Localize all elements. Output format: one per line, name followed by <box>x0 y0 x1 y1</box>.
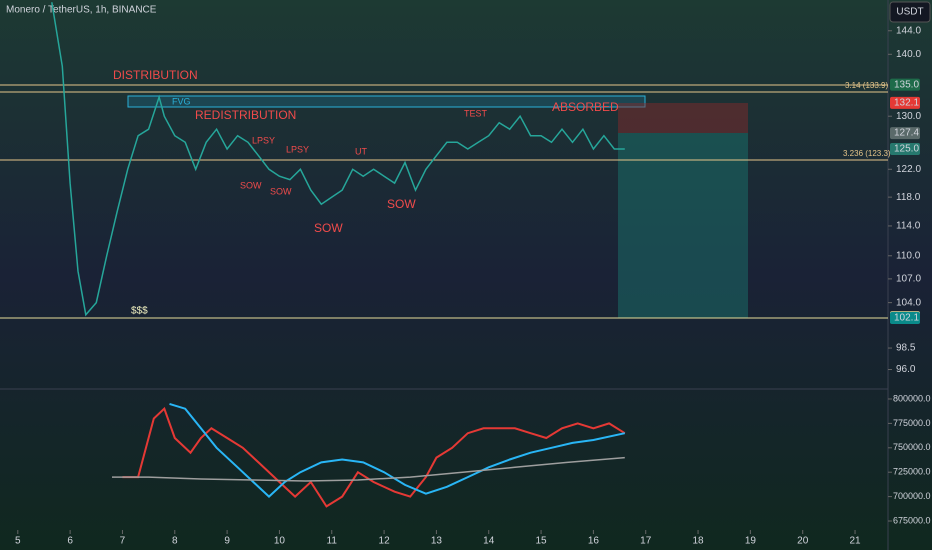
target-zone <box>618 133 748 318</box>
annotation: SOW <box>314 221 343 235</box>
x-tick-label: 5 <box>15 536 21 547</box>
y-tick-label: 98.5 <box>896 343 916 354</box>
x-tick-label: 18 <box>692 536 704 547</box>
symbol-title: Monero / TetherUS, 1h, BINANCE <box>6 5 157 16</box>
y-tick-label: 800000.0 <box>893 393 931 403</box>
x-tick-label: 13 <box>431 536 443 547</box>
y-tick-label: 130.0 <box>896 111 921 122</box>
y-tick-label: 775000.0 <box>893 418 931 428</box>
annotation: ABSORBED <box>552 100 619 114</box>
fvg-box <box>127 95 646 108</box>
price-line <box>169 402 626 498</box>
x-tick-label: 8 <box>172 536 178 547</box>
y-tick-label: 700000.0 <box>893 491 931 501</box>
price-label: 135.0 <box>894 79 919 90</box>
annotation: SOW <box>270 186 292 196</box>
price-line <box>112 456 625 482</box>
stop-zone <box>618 103 748 133</box>
annotation: DISTRIBUTION <box>113 68 198 82</box>
price-label-box <box>890 312 920 325</box>
annotation: REDISTRIBUTION <box>195 108 296 122</box>
annotation: 3.236 (123.3) <box>843 149 891 158</box>
price-label-box <box>890 96 920 109</box>
x-tick-label: 16 <box>588 536 600 547</box>
y-tick-label: 114.0 <box>896 221 921 232</box>
annotation: TEST <box>464 108 488 118</box>
y-tick-label: 107.0 <box>896 274 921 285</box>
annotation: FVG <box>172 96 191 106</box>
y-tick-label: 140.0 <box>896 49 921 60</box>
x-tick-label: 15 <box>536 536 548 547</box>
y-tick-label: 96.0 <box>896 364 916 375</box>
x-tick-label: 12 <box>379 536 391 547</box>
y-tick-label: 725000.0 <box>893 467 931 477</box>
currency[interactable]: USDT <box>896 7 923 18</box>
annotation: $$$ <box>131 306 148 317</box>
annotation: 3.14 (133.9) <box>845 81 888 90</box>
x-tick-label: 6 <box>67 536 73 547</box>
price-label: 127.4 <box>894 128 919 139</box>
annotation: LPSY <box>252 135 275 145</box>
annotation: SOW <box>387 197 416 211</box>
annotation: LPSY <box>286 144 309 154</box>
annotation: UT <box>355 146 367 156</box>
y-tick-label: 144.0 <box>896 25 921 36</box>
price-label-box <box>890 78 920 91</box>
annotation: SOW <box>240 180 262 190</box>
x-tick-label: 17 <box>640 536 652 547</box>
y-tick-label: 675000.0 <box>893 515 931 525</box>
x-tick-label: 9 <box>224 536 230 547</box>
price-label-box <box>890 127 920 140</box>
x-tick-label: 11 <box>327 536 338 547</box>
x-tick-label: 20 <box>797 536 809 547</box>
x-tick-label: 19 <box>745 536 757 547</box>
x-tick-label: 14 <box>483 536 495 547</box>
price-line <box>51 2 625 317</box>
currency-button[interactable] <box>889 1 931 23</box>
y-tick-label: 110.0 <box>896 250 921 261</box>
price-label: 132.1 <box>894 97 919 108</box>
y-tick-label: 104.0 <box>896 297 921 308</box>
y-tick-label: 122.0 <box>896 164 921 175</box>
price-label-box <box>890 142 920 155</box>
price-label: 102.1 <box>894 313 919 324</box>
y-tick-label: 118.0 <box>896 192 921 203</box>
x-tick-label: 21 <box>849 536 861 547</box>
x-tick-label: 10 <box>274 536 286 547</box>
y-tick-label: 750000.0 <box>893 442 931 452</box>
x-tick-label: 7 <box>120 536 126 547</box>
price-line <box>122 406 626 508</box>
price-label: 125.0 <box>894 144 919 155</box>
